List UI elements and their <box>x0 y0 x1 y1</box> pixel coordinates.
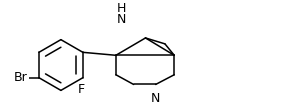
Text: F: F <box>78 83 85 96</box>
Text: N: N <box>151 92 160 105</box>
Text: H
N: H N <box>117 2 126 26</box>
Text: Br: Br <box>14 71 28 84</box>
